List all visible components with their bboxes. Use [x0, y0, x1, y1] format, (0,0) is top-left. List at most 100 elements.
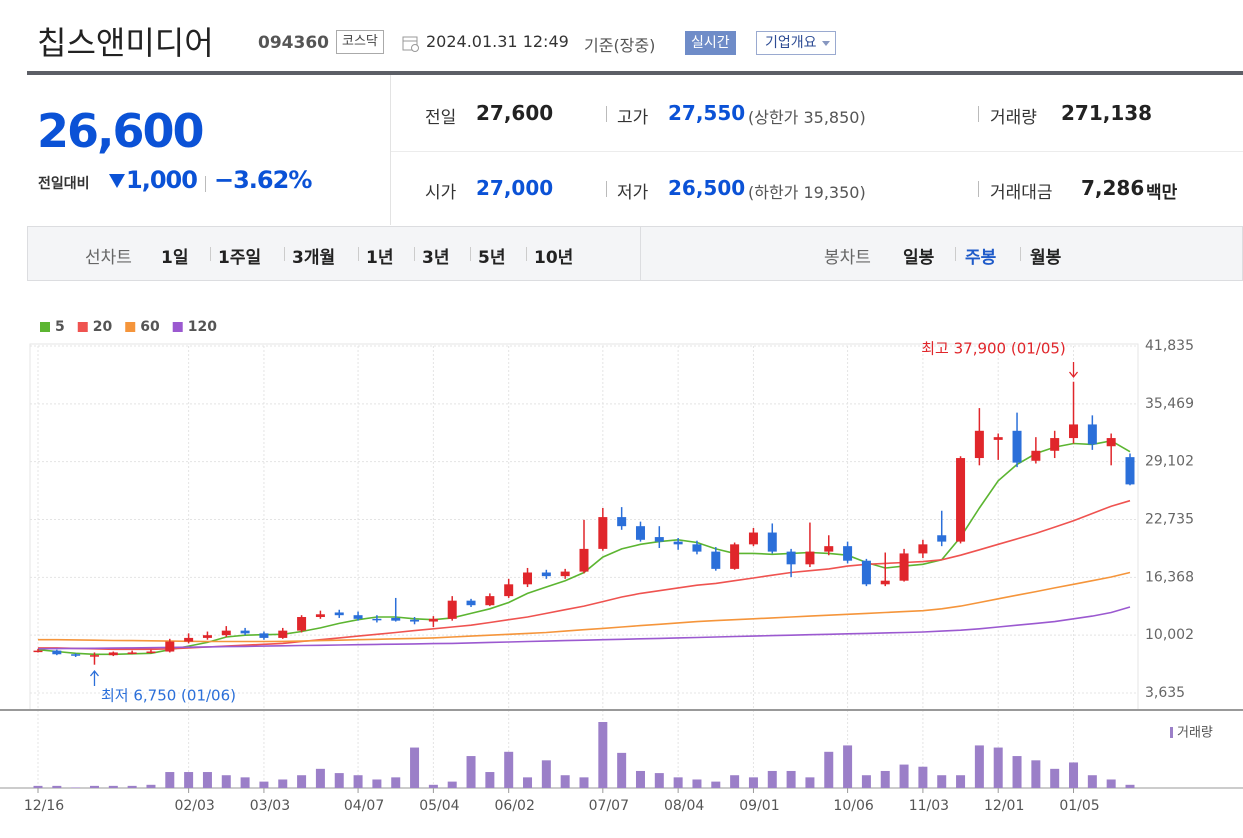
- company-label: 기업개요: [765, 35, 817, 51]
- row-divider: [391, 151, 1243, 152]
- low-annotation: 최저 6,750 (01/06): [101, 687, 236, 705]
- tab[interactable]: 월봉: [1030, 248, 1062, 268]
- low-arrow: [89, 669, 99, 686]
- volume-bar: [654, 773, 664, 788]
- candle-body: [221, 630, 231, 636]
- candle-body: [33, 650, 43, 653]
- volume-bar: [71, 787, 81, 788]
- tab-separator: [1020, 247, 1021, 261]
- volume-legend: 거래량: [1177, 726, 1213, 741]
- tab-separator: [284, 247, 285, 261]
- tab[interactable]: 10년: [534, 248, 574, 268]
- candle-body: [730, 544, 740, 569]
- market-badge: 코스닥: [336, 30, 384, 54]
- candle-body: [1087, 424, 1097, 445]
- candle-body: [861, 560, 871, 585]
- candle-body: [447, 600, 457, 619]
- volume-bar: [278, 779, 288, 788]
- tab[interactable]: 1일: [161, 248, 189, 268]
- candle-body: [240, 630, 250, 634]
- stat-label: 전일: [425, 108, 457, 128]
- candle-body: [146, 651, 156, 654]
- volume-bar: [447, 781, 457, 788]
- tab[interactable]: 5년: [478, 248, 506, 268]
- volume-bar: [221, 775, 231, 788]
- candle-body: [1031, 450, 1041, 461]
- tab-separator: [414, 247, 415, 261]
- legend-label: 60: [140, 319, 160, 335]
- volume-bar: [127, 785, 137, 788]
- candle-body: [541, 572, 551, 577]
- ma-line: [37, 606, 1131, 650]
- candle-body: [372, 618, 382, 621]
- stat-note: (상한가 35,850): [748, 108, 866, 127]
- realtime-button[interactable]: 실시간: [685, 31, 736, 55]
- tab-separator: [955, 247, 956, 261]
- volume-bar: [410, 747, 420, 788]
- volume-bar: [579, 777, 589, 788]
- x-tick-label: 03/03: [250, 798, 290, 814]
- volume-bar: [560, 775, 570, 788]
- volume-bar: [861, 775, 871, 788]
- volume-bar: [956, 775, 966, 788]
- legend-label: 20: [93, 319, 113, 335]
- tab[interactable]: 주봉: [965, 248, 997, 268]
- candle-body: [899, 553, 909, 581]
- volume-bar: [504, 751, 514, 788]
- stat-label: 고가: [617, 108, 649, 128]
- volume-bar: [259, 781, 269, 788]
- legend-swatch: [172, 322, 183, 332]
- quote-basis: 기준(장중): [584, 36, 656, 55]
- x-tick-label: 11/03: [909, 798, 949, 814]
- x-tick-label: 01/05: [1059, 798, 1099, 814]
- tab-separator: [470, 247, 471, 261]
- company-button[interactable]: 기업개요: [756, 31, 836, 55]
- ma-line: [38, 571, 1131, 643]
- candle-body: [428, 618, 438, 622]
- candle-body: [278, 630, 288, 638]
- candle-body: [843, 546, 853, 561]
- volume-bar: [108, 785, 118, 788]
- tab[interactable]: 일봉: [903, 248, 935, 268]
- tab-group-label: 선차트: [85, 248, 132, 268]
- tab-divider: [640, 227, 641, 280]
- x-tick-label: 05/04: [419, 798, 459, 814]
- x-tick-label: 02/03: [174, 798, 214, 814]
- x-tick-label: 07/07: [589, 798, 629, 814]
- y-tick-label: 35,469: [1145, 396, 1194, 412]
- candle-body: [956, 458, 966, 542]
- quote-time: 2024.01.31 12:49: [426, 32, 569, 51]
- volume-bar: [918, 766, 928, 788]
- volume-bar: [315, 768, 325, 788]
- volume-bar: [372, 779, 382, 788]
- volume-bar: [202, 772, 212, 788]
- stat-value: 271,138: [1061, 101, 1153, 125]
- divider: [606, 106, 607, 122]
- tab[interactable]: 1년: [366, 248, 394, 268]
- volume-bar: [899, 764, 909, 788]
- candle-body: [824, 546, 834, 552]
- volume-bar: [89, 785, 99, 788]
- tab-bar: [27, 226, 1243, 281]
- volume-bar: [391, 777, 401, 788]
- tab[interactable]: 3년: [422, 248, 450, 268]
- candle-body: [184, 637, 194, 642]
- stock-code: 094360: [258, 33, 329, 53]
- candle-body: [410, 619, 420, 622]
- candle-body: [127, 652, 137, 654]
- volume-bar: [485, 772, 495, 788]
- candle-body: [315, 614, 325, 618]
- tab[interactable]: 3개월: [292, 248, 336, 268]
- candle-body: [560, 571, 570, 577]
- x-tick-label: 08/04: [664, 798, 704, 814]
- candle-body: [654, 537, 664, 542]
- candle-body: [466, 600, 476, 606]
- tab[interactable]: 1주일: [218, 248, 262, 268]
- volume-bar: [824, 751, 834, 788]
- candle-body: [748, 532, 758, 545]
- candle-body: [485, 596, 495, 606]
- stat-unit: 백만: [1146, 183, 1178, 203]
- tab-group-label: 봉차트: [824, 248, 871, 268]
- volume-bar: [711, 781, 721, 788]
